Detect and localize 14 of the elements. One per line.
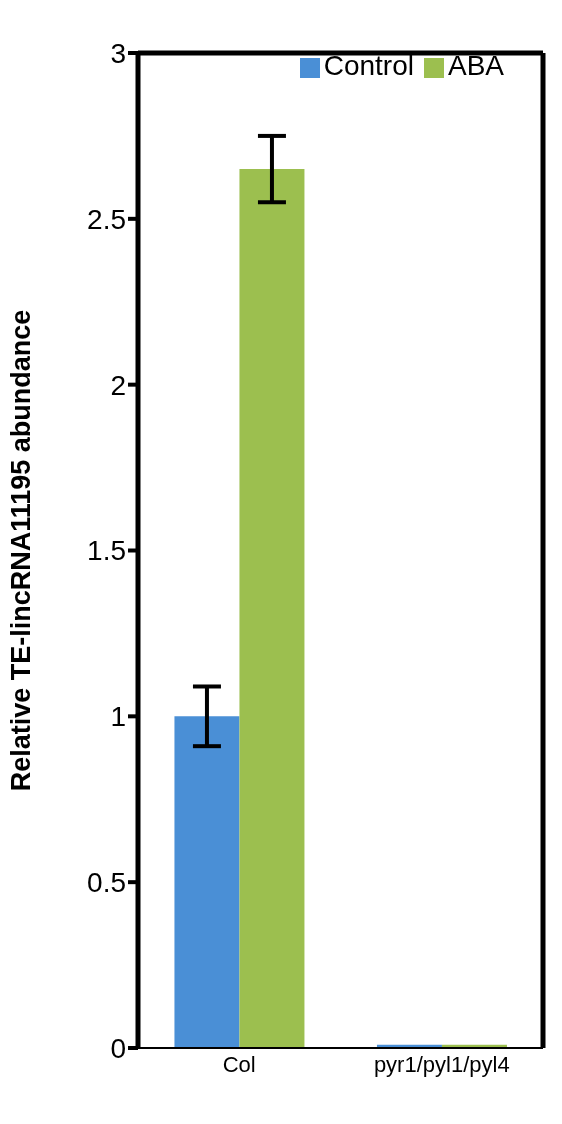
y-tick-label: 1.5 bbox=[87, 535, 126, 567]
y-tick-label: 0 bbox=[110, 1032, 126, 1064]
legend-label: Control bbox=[323, 50, 414, 81]
y-tick-label: 1 bbox=[110, 701, 126, 733]
y-tick-label: 0.5 bbox=[87, 867, 126, 899]
y-axis-title: Relative TE-lincRNA11195 abundance bbox=[5, 309, 36, 792]
y-tick-label: 3 bbox=[110, 37, 126, 69]
bar bbox=[239, 169, 305, 1048]
y-tick-label: 2.5 bbox=[87, 203, 126, 235]
legend-label: ABA bbox=[447, 50, 504, 81]
bar bbox=[174, 716, 240, 1048]
x-tick-label: Col bbox=[222, 1051, 256, 1077]
x-tick-label: pyr1/pyl1/pyl4 bbox=[373, 1051, 510, 1077]
y-tick-label: 2 bbox=[110, 369, 126, 401]
